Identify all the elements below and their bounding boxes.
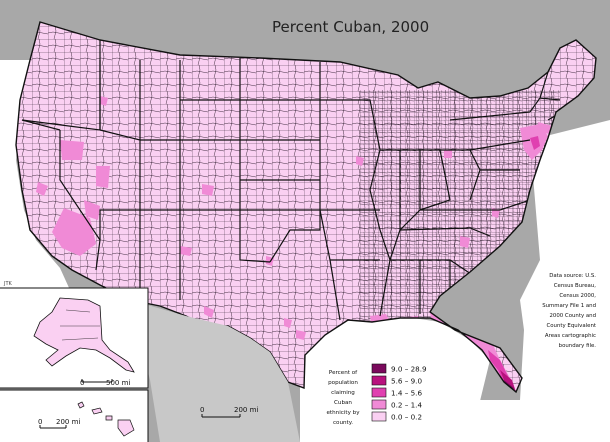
mexico-land xyxy=(130,300,300,442)
alaska-scale-zero: 0 xyxy=(80,379,84,387)
legend-range-label: 1.4 – 5.6 xyxy=(391,389,422,398)
legend-label-line: population xyxy=(328,380,358,386)
gulf-of-mexico xyxy=(300,316,490,442)
hawaii-inset: 0 200 mi xyxy=(0,389,149,442)
map-title: Percent Cuban, 2000 xyxy=(272,18,429,36)
legend-label-line: claiming xyxy=(331,390,355,396)
atlantic-ocean xyxy=(470,120,610,442)
alaska-land xyxy=(33,297,135,373)
legend-label-line: Cuban xyxy=(334,400,352,406)
source-line: Data source: U.S. xyxy=(549,273,596,279)
conus-scale-label: 200 mi xyxy=(234,406,258,414)
legend: Percent of population claiming Cuban eth… xyxy=(326,363,427,426)
conus-scale-zero: 0 xyxy=(200,406,204,414)
state-borders xyxy=(21,22,563,321)
legend-range-label: 0.2 – 1.4 xyxy=(391,401,422,410)
source-line: Census 2000, xyxy=(559,293,596,299)
credit-mark: JTK xyxy=(3,281,13,287)
pacific-ocean xyxy=(0,60,70,290)
source-line: Census Bureau, xyxy=(554,283,596,289)
hawaii-scale-label: 200 mi xyxy=(56,418,80,426)
legend-range-label: 5.6 – 9.0 xyxy=(391,377,422,386)
legend-swatch xyxy=(371,363,387,374)
source-line: boundary file. xyxy=(559,343,597,349)
alaska-inset: 0 500 mi xyxy=(0,287,149,389)
legend-label-line: county. xyxy=(333,420,353,426)
alaska-scale-label: 500 mi xyxy=(106,379,130,387)
legend-label-line: ethnicity by xyxy=(326,410,360,416)
data-source-note: Data source: U.S. Census Bureau, Census … xyxy=(542,273,596,349)
legend-swatch xyxy=(371,375,387,386)
legend-label-line: Percent of xyxy=(329,370,358,376)
source-line: Areas cartographic xyxy=(545,333,596,339)
conus-scale: 0 200 mi xyxy=(200,406,258,418)
legend-range-label: 0.0 – 0.2 xyxy=(391,413,422,422)
source-line: County Equivalent xyxy=(547,323,597,329)
source-line: Summary File 1 and xyxy=(542,303,596,309)
legend-swatch xyxy=(371,387,387,398)
legend-swatch xyxy=(371,399,387,410)
legend-swatch xyxy=(371,411,387,422)
legend-label: Percent of population claiming Cuban eth… xyxy=(326,370,360,426)
source-line: 2000 County and xyxy=(550,313,597,319)
hawaii-scale-zero: 0 xyxy=(38,418,42,426)
legend-range-label: 9.0 – 28.9 xyxy=(391,365,427,374)
hawaii-islands xyxy=(77,401,135,437)
